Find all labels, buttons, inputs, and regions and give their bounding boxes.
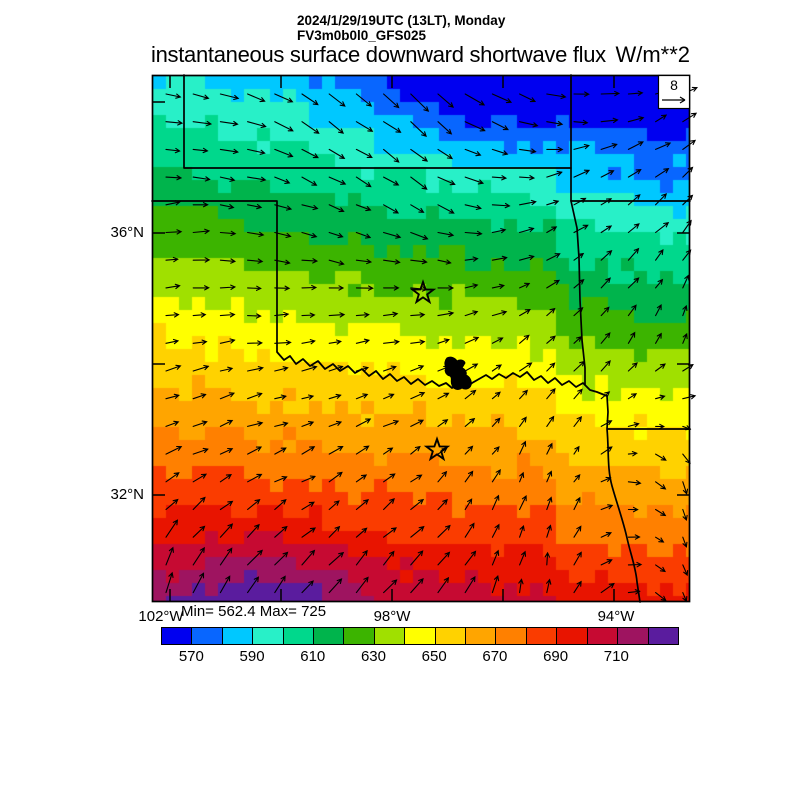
station-star [423, 436, 451, 462]
colorbar-tick-label: 610 [300, 648, 326, 665]
main-title: instantaneous surface downward shortwave… [151, 42, 606, 67]
border-oklahoma-arkansas [570, 200, 586, 386]
datetime-title: 2024/1/29/19UTC (13LT), Monday [297, 13, 506, 28]
lat-tick-label: 32°N [110, 486, 144, 503]
colorbar-segment [253, 628, 284, 644]
state-borders [151, 74, 691, 603]
colorbar-segment [314, 628, 345, 644]
border-texas-arkansas-louisiana [606, 395, 691, 603]
colorbar-tick-label: 590 [239, 648, 265, 665]
wind-arrows [165, 86, 699, 603]
units-label: W/m**2 [615, 42, 690, 67]
lon-tick-label: 98°W [373, 608, 411, 625]
colorbar-segment [526, 628, 558, 644]
colorbar-tick-label: 570 [178, 648, 204, 665]
colorbar-tick-label: 690 [543, 648, 569, 665]
lon-tick-label: 102°W [138, 608, 184, 625]
colorbar [161, 627, 679, 645]
colorbar-segment [222, 628, 254, 644]
colorbar-segment [405, 628, 436, 644]
station-star [409, 279, 437, 305]
colorbar-segment [466, 628, 497, 644]
colorbar-segment [162, 628, 193, 644]
colorbar-tick-label: 650 [421, 648, 447, 665]
colorbar-segment [374, 628, 406, 644]
colorbar-segment [648, 628, 678, 644]
colorbar-tick-label: 630 [360, 648, 386, 665]
wind-reference-legend: 8 [657, 74, 691, 110]
lake-texoma [444, 356, 472, 390]
colorbar-tick-label: 710 [603, 648, 629, 665]
minmax-label: Min= 562.4 Max= 725 [181, 603, 327, 620]
colorbar-segment [587, 628, 619, 644]
lon-tick-label: 94°W [597, 608, 635, 625]
colorbar-segment [496, 628, 527, 644]
city-markers [409, 279, 451, 462]
wind-legend-arrow-icon [662, 96, 686, 104]
colorbar-segment [283, 628, 315, 644]
flux-field-canvas [153, 76, 689, 601]
model-run-title: FV3m0b0l0_GFS025 [297, 28, 427, 43]
colorbar-segment [192, 628, 223, 644]
axis-ticks [152, 75, 690, 602]
colorbar-segment [557, 628, 588, 644]
red-river-border [276, 351, 608, 397]
map-frame [151, 74, 691, 603]
colorbar-tick-label: 670 [482, 648, 508, 665]
wind-legend-value: 8 [670, 77, 678, 93]
colorbar-segment [435, 628, 467, 644]
border-colorado-kansas-oklahoma [183, 74, 572, 169]
colorbar-segment [344, 628, 375, 644]
border-texas-panhandle [151, 200, 278, 353]
colorbar-segment [618, 628, 649, 644]
wind-legend-box [657, 74, 691, 110]
lat-tick-label: 36°N [110, 224, 144, 241]
